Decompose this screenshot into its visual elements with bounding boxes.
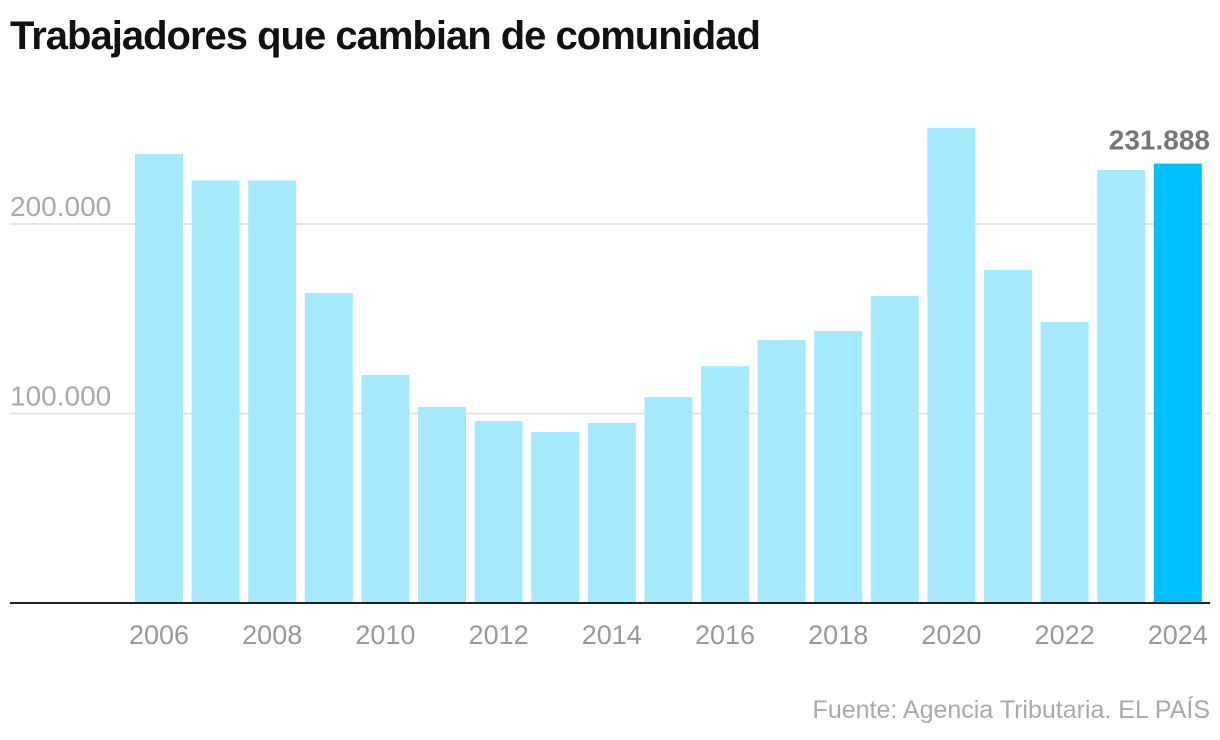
- bar-2022: [1040, 321, 1089, 603]
- chart-title: Trabajadores que cambian de comunidad: [10, 14, 761, 58]
- bar-2016: [701, 366, 749, 603]
- bar-2008: [248, 180, 297, 604]
- x-tick-label: 2016: [695, 620, 755, 650]
- x-tick-label: 2008: [242, 620, 302, 650]
- bar-2018: [814, 331, 863, 603]
- x-tick-label: 2014: [582, 620, 642, 650]
- bar-2017: [757, 339, 806, 603]
- bar-2009: [304, 292, 353, 603]
- bar-chart: 100.000 200.000 2006 2008 2010 2012 2014 2016 20…: [10, 125, 1210, 650]
- bar-2010: [361, 375, 410, 603]
- bar-2021: [984, 270, 1032, 603]
- bar-2007: [191, 180, 240, 604]
- bar-2014: [587, 422, 636, 603]
- y-tick-label: 200.000: [10, 191, 111, 222]
- bar-2013: [531, 432, 580, 603]
- bar-2019: [870, 296, 919, 603]
- bar-2011: [418, 407, 466, 603]
- bar-2012: [474, 421, 523, 603]
- x-tick-label: 2022: [1035, 620, 1095, 650]
- bar-2024: [1153, 163, 1202, 603]
- x-tick-label: 2024: [1148, 620, 1208, 650]
- bar-2015: [644, 397, 693, 603]
- source-note: Fuente: Agencia Tributaria. EL PAÍS: [812, 696, 1210, 724]
- x-tick-label: 2010: [355, 620, 415, 650]
- x-tick-label: 2018: [808, 620, 868, 650]
- bar-2020: [927, 127, 976, 604]
- bar-2023: [1097, 169, 1146, 603]
- bar-2006: [135, 153, 183, 603]
- x-tick-label: 2012: [469, 620, 529, 650]
- data-label: 231.888: [1109, 125, 1210, 156]
- x-tick-label: 2020: [921, 620, 981, 650]
- x-tick-label: 2006: [129, 620, 189, 650]
- y-tick-label: 100.000: [10, 381, 111, 412]
